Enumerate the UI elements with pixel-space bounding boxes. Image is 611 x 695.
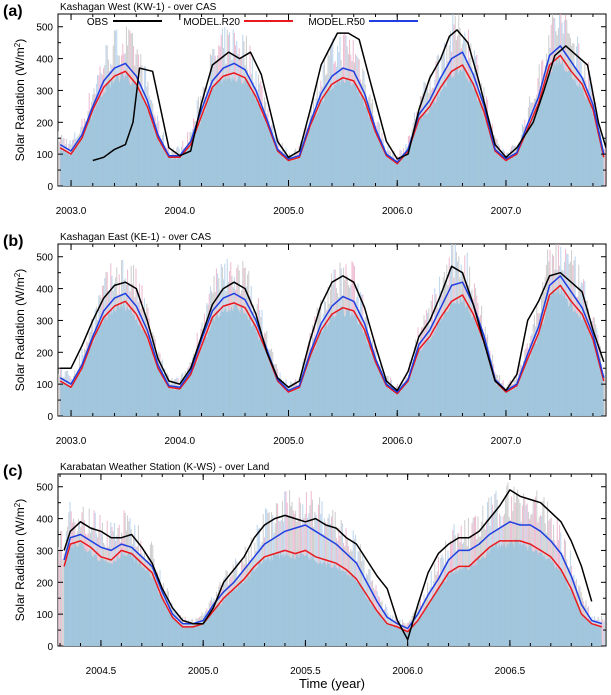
- x-tick-label: 2006.0: [382, 436, 413, 447]
- x-tick-label: 2005.0: [273, 436, 304, 447]
- panel-b-label: (b): [3, 233, 23, 250]
- panel-b-ylabel: Solar Radiation (W/m2): [13, 269, 27, 392]
- y-tick-label: 100: [36, 380, 53, 391]
- y-tick-label: 200: [36, 578, 53, 589]
- y-tick-label: 100: [36, 610, 53, 621]
- x-tick-label: 2007.0: [491, 436, 522, 447]
- y-tick-label: 300: [36, 546, 53, 557]
- y-tick-label: 400: [36, 55, 53, 66]
- y-tick-label: 500: [36, 23, 53, 34]
- panel-c-label: (c): [3, 463, 23, 480]
- panel-c-ylabel: Solar Radiation (W/m2): [13, 499, 27, 622]
- legend-obs-label: OBS: [87, 17, 108, 28]
- y-tick-label: 400: [36, 515, 53, 526]
- y-tick-label: 100: [36, 150, 53, 161]
- x-tick-label: 2005.5: [290, 666, 321, 677]
- model-r20-line: [63, 540, 603, 633]
- x-axis-title: Time (year): [299, 676, 365, 691]
- panel-a-axes: 0 100 200 300 400 500 2003.0 2004.0 2005.0 2006.0…: [36, 14, 606, 217]
- panel-b-axes: 0 100 200 300 400 500 2003.0 2004.0 2005.0 2006.0…: [36, 244, 606, 447]
- y-tick-label: 300: [36, 316, 53, 327]
- panel-b-plot-area: [58, 244, 606, 416]
- daily-model-fill: [64, 538, 602, 646]
- x-tick-label: 2006.0: [392, 666, 423, 677]
- y-tick-label: 200: [36, 348, 53, 359]
- y-tick-label: 0: [47, 182, 53, 193]
- y-tick-label: 500: [36, 483, 53, 494]
- panel-a: (a) Kashagan West (KW-1) - over CAS 0 100…: [3, 2, 607, 217]
- y-tick-label: 500: [36, 253, 53, 264]
- x-tick-label: 2006.5: [495, 666, 526, 677]
- x-tick-label: 2004.5: [86, 666, 117, 677]
- obs-line: [60, 265, 605, 392]
- legend: OBS MODEL.R20 MODEL.R50: [87, 17, 418, 28]
- daily-model-fill: [60, 56, 604, 186]
- x-tick-label: 2006.0: [382, 206, 413, 217]
- x-tick-label: 2007.0: [491, 206, 522, 217]
- panel-a-ylabel: Solar Radiation (W/m2): [13, 39, 27, 162]
- obs-line: [92, 29, 606, 162]
- x-tick-label: 2003.0: [56, 206, 87, 217]
- panel-b: (b) Kashagan East (KE-1) - over CAS 0 100…: [3, 232, 607, 447]
- x-tick-label: 2003.0: [56, 436, 87, 447]
- legend-r20-label: MODEL.R20: [183, 17, 240, 28]
- model-r20-line: [59, 54, 605, 165]
- y-tick-label: 400: [36, 285, 53, 296]
- model-r50-line: [63, 521, 603, 630]
- panel-b-title: Kashagan East (KE-1) - over CAS: [60, 232, 212, 243]
- y-tick-label: 200: [36, 118, 53, 129]
- panel-a-label: (a): [3, 3, 23, 20]
- panel-c: (c) Karabatan Weather Station (K-WS) - o…: [3, 462, 607, 691]
- y-tick-label: 0: [47, 412, 53, 423]
- model-r20-line: [59, 284, 605, 395]
- legend-r50-label: MODEL.R50: [308, 17, 365, 28]
- y-tick-label: 300: [36, 86, 53, 97]
- obs-line: [63, 489, 593, 641]
- x-tick-label: 2005.0: [273, 206, 304, 217]
- panel-a-plot-area: [58, 14, 606, 186]
- model-r50-line: [59, 275, 605, 393]
- model-r50-line: [59, 45, 605, 163]
- panel-c-plot-area: [58, 482, 606, 646]
- daily-model-fill: [60, 285, 604, 416]
- panel-c-axes: 0 100 200 300 400 500 2004.5 2005.0 2005.5 2006.0…: [36, 474, 606, 677]
- x-tick-label: 2004.0: [164, 206, 195, 217]
- panel-a-title: Kashagan West (KW-1) - over CAS: [60, 2, 217, 13]
- panel-c-title: Karabatan Weather Station (K-WS) - over …: [60, 462, 269, 473]
- x-tick-label: 2005.0: [188, 666, 219, 677]
- x-tick-label: 2004.0: [164, 436, 195, 447]
- y-tick-label: 0: [47, 642, 53, 653]
